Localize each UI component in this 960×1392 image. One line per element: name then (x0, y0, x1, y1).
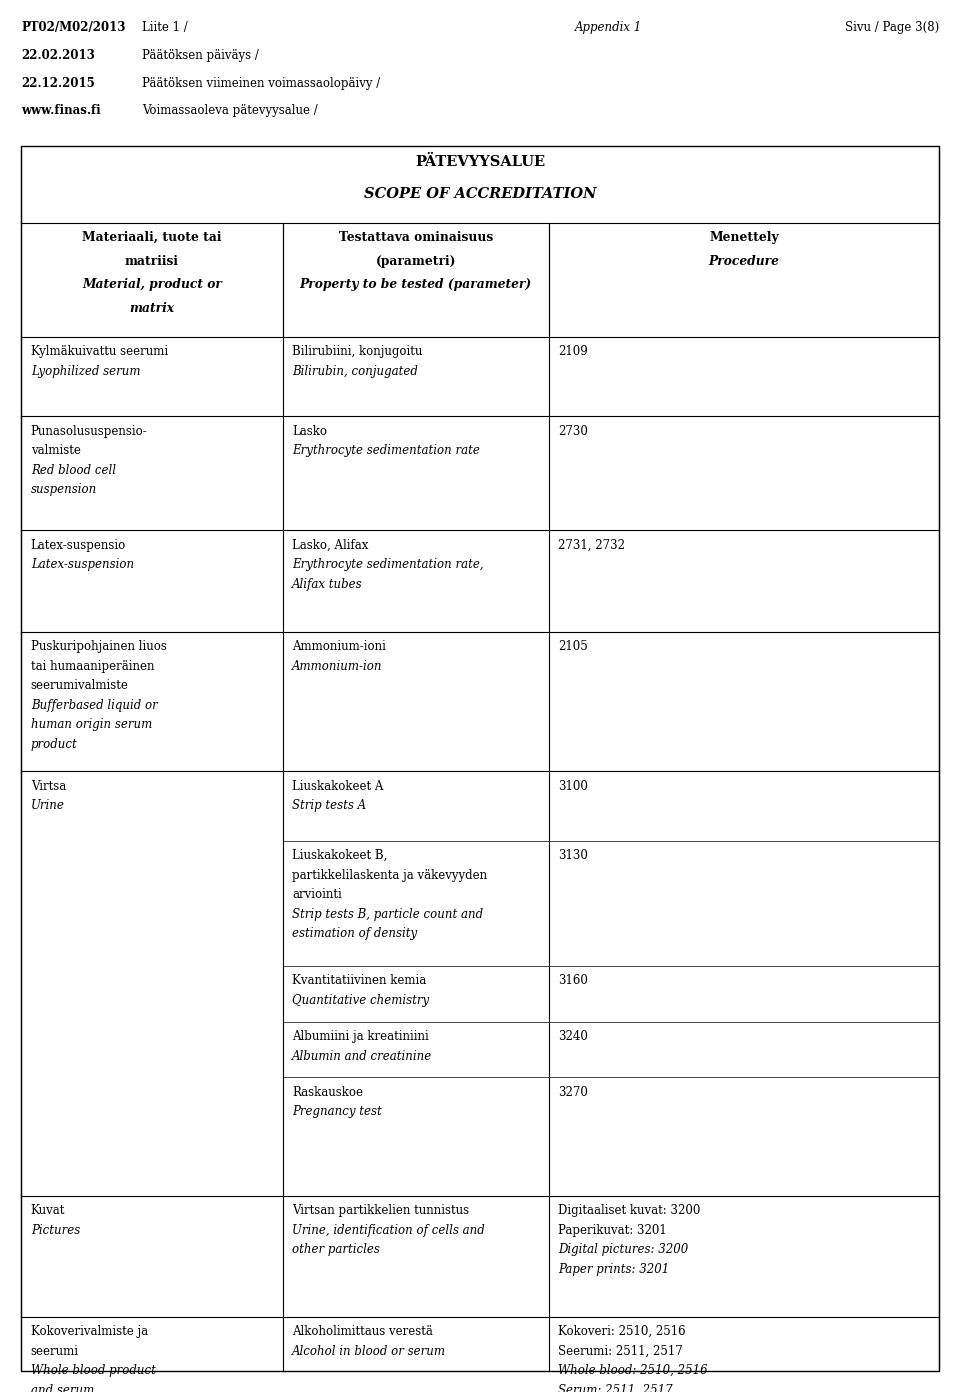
Text: human origin serum: human origin serum (31, 718, 152, 731)
Text: 3130: 3130 (559, 849, 588, 862)
Text: 2730: 2730 (559, 425, 588, 437)
Text: Serum: 2511, 2517: Serum: 2511, 2517 (559, 1384, 673, 1392)
Text: arviointi: arviointi (292, 888, 342, 901)
Text: PÄTEVYYSALUE: PÄTEVYYSALUE (415, 155, 545, 168)
Text: 3240: 3240 (559, 1030, 588, 1043)
Text: Bufferbased liquid or: Bufferbased liquid or (31, 699, 157, 711)
Text: other particles: other particles (292, 1243, 380, 1256)
Text: Päätöksen päiväys /: Päätöksen päiväys / (142, 49, 263, 61)
Text: 3100: 3100 (559, 780, 588, 792)
Text: Erythrocyte sedimentation rate,: Erythrocyte sedimentation rate, (292, 558, 484, 571)
Text: Alkoholimittaus verestä: Alkoholimittaus verestä (292, 1325, 433, 1338)
Text: Latex-suspension: Latex-suspension (31, 558, 133, 571)
Text: Alcohol in blood or serum: Alcohol in blood or serum (292, 1345, 446, 1357)
Text: Quantitative chemistry: Quantitative chemistry (292, 994, 429, 1006)
Text: Materiaali, tuote tai: Materiaali, tuote tai (83, 231, 222, 244)
Text: Ammonium-ioni: Ammonium-ioni (292, 640, 386, 653)
Text: Property to be tested (parameter): Property to be tested (parameter) (300, 278, 532, 291)
Text: product: product (31, 738, 78, 750)
Text: Strip tests B, particle count and: Strip tests B, particle count and (292, 908, 484, 920)
Text: suspension: suspension (31, 483, 97, 496)
Text: 22.12.2015: 22.12.2015 (21, 77, 95, 89)
Text: Whole blood product: Whole blood product (31, 1364, 156, 1377)
Text: Pictures: Pictures (31, 1224, 80, 1236)
Text: Urine: Urine (31, 799, 64, 812)
Text: Red blood cell: Red blood cell (31, 464, 116, 476)
Bar (21, 146, 939, 1371)
Text: Material, product or: Material, product or (82, 278, 222, 291)
Text: Paper prints: 3201: Paper prints: 3201 (559, 1263, 670, 1275)
Text: Liuskakokeet A: Liuskakokeet A (292, 780, 384, 792)
Text: PT02/M02/2013: PT02/M02/2013 (21, 21, 126, 33)
Text: Digitaaliset kuvat: 3200: Digitaaliset kuvat: 3200 (559, 1204, 701, 1217)
Text: partikkelilaskenta ja väkevyyden: partikkelilaskenta ja väkevyyden (292, 869, 488, 881)
Text: 2109: 2109 (559, 345, 588, 358)
Text: Procedure: Procedure (708, 255, 780, 267)
Text: Latex-suspensio: Latex-suspensio (31, 539, 126, 551)
Text: Virtsa: Virtsa (31, 780, 66, 792)
Text: Punasolususpensio-: Punasolususpensio- (31, 425, 148, 437)
Text: Sivu / Page 3(8): Sivu / Page 3(8) (845, 21, 939, 33)
Text: estimation of density: estimation of density (292, 927, 418, 940)
Text: Virtsan partikkelien tunnistus: Virtsan partikkelien tunnistus (292, 1204, 469, 1217)
Text: Albumin and creatinine: Albumin and creatinine (292, 1050, 433, 1062)
Text: and serum: and serum (31, 1384, 94, 1392)
Text: Albumiini ja kreatiniini: Albumiini ja kreatiniini (292, 1030, 429, 1043)
Text: 3270: 3270 (559, 1086, 588, 1098)
Text: (parametri): (parametri) (375, 255, 456, 267)
Text: matrix: matrix (130, 302, 175, 315)
Text: seerumi: seerumi (31, 1345, 79, 1357)
Text: Puskuripohjainen liuos: Puskuripohjainen liuos (31, 640, 167, 653)
Text: 3160: 3160 (559, 974, 588, 987)
Text: Alifax tubes: Alifax tubes (292, 578, 363, 590)
Text: SCOPE OF ACCREDITATION: SCOPE OF ACCREDITATION (364, 187, 596, 200)
Text: tai humaaniperäinen: tai humaaniperäinen (31, 660, 155, 672)
Text: Ammonium-ion: Ammonium-ion (292, 660, 383, 672)
Text: Appendix 1: Appendix 1 (574, 21, 642, 33)
Text: Paperikuvat: 3201: Paperikuvat: 3201 (559, 1224, 667, 1236)
Text: 22.02.2013: 22.02.2013 (21, 49, 95, 61)
Text: Kokoverivalmiste ja: Kokoverivalmiste ja (31, 1325, 148, 1338)
Text: Menettely: Menettely (709, 231, 779, 244)
Text: Voimassaoleva pätevyysalue /: Voimassaoleva pätevyysalue / (142, 104, 322, 117)
Text: Digital pictures: 3200: Digital pictures: 3200 (559, 1243, 688, 1256)
Text: Bilirubiini, konjugoitu: Bilirubiini, konjugoitu (292, 345, 422, 358)
Text: Kylmäkuivattu seerumi: Kylmäkuivattu seerumi (31, 345, 168, 358)
Text: matriisi: matriisi (125, 255, 179, 267)
Text: Päätöksen viimeinen voimassaolopäivy /: Päätöksen viimeinen voimassaolopäivy / (142, 77, 384, 89)
Text: Seerumi: 2511, 2517: Seerumi: 2511, 2517 (559, 1345, 684, 1357)
Text: Lasko: Lasko (292, 425, 327, 437)
Text: Whole blood: 2510, 2516: Whole blood: 2510, 2516 (559, 1364, 708, 1377)
Text: Liuskakokeet B,: Liuskakokeet B, (292, 849, 388, 862)
Text: valmiste: valmiste (31, 444, 81, 457)
Text: www.finas.fi: www.finas.fi (21, 104, 101, 117)
Text: Lyophilized serum: Lyophilized serum (31, 365, 140, 377)
Text: seerumivalmiste: seerumivalmiste (31, 679, 129, 692)
Text: 2731, 2732: 2731, 2732 (559, 539, 625, 551)
Text: Lasko, Alifax: Lasko, Alifax (292, 539, 369, 551)
Text: Kuvat: Kuvat (31, 1204, 65, 1217)
Text: Kvantitatiivinen kemia: Kvantitatiivinen kemia (292, 974, 426, 987)
Text: Erythrocyte sedimentation rate: Erythrocyte sedimentation rate (292, 444, 480, 457)
Text: Kokoveri: 2510, 2516: Kokoveri: 2510, 2516 (559, 1325, 686, 1338)
Text: Testattava ominaisuus: Testattava ominaisuus (339, 231, 492, 244)
Text: 2105: 2105 (559, 640, 588, 653)
Text: Strip tests A: Strip tests A (292, 799, 367, 812)
Text: Liite 1 /: Liite 1 / (142, 21, 192, 33)
Text: Bilirubin, conjugated: Bilirubin, conjugated (292, 365, 419, 377)
Text: Pregnancy test: Pregnancy test (292, 1105, 382, 1118)
Text: Raskauskoe: Raskauskoe (292, 1086, 363, 1098)
Text: Urine, identification of cells and: Urine, identification of cells and (292, 1224, 485, 1236)
